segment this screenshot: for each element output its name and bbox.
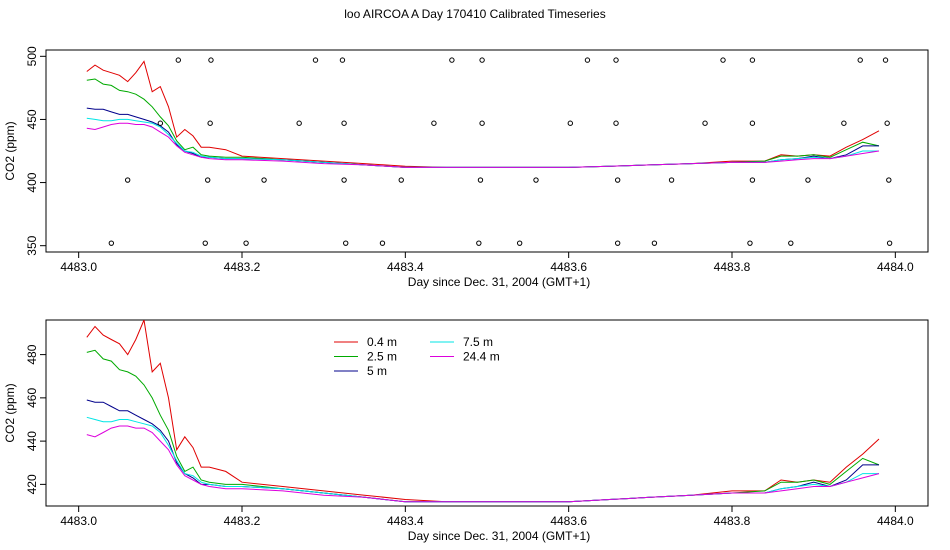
x-tick-label: 4483.0 bbox=[60, 514, 97, 528]
data-point bbox=[312, 57, 319, 63]
x-tick-label: 4483.6 bbox=[550, 514, 587, 528]
data-point bbox=[341, 177, 347, 183]
data-point bbox=[651, 240, 658, 246]
data-point bbox=[747, 240, 753, 246]
y-tick-label: 450 bbox=[25, 109, 39, 129]
data-point bbox=[398, 177, 404, 183]
data-point bbox=[343, 240, 349, 246]
series-line-24-4-m bbox=[86, 425, 880, 503]
series-line-0-4-m bbox=[86, 60, 880, 168]
data-point bbox=[884, 120, 890, 126]
data-point bbox=[882, 57, 889, 63]
series-line-2-5-m bbox=[86, 349, 880, 503]
data-point bbox=[205, 177, 211, 183]
x-tick-label: 4483.6 bbox=[550, 260, 587, 274]
series-line-7-5-m bbox=[86, 117, 879, 168]
bottom-panel: 4483.0 4483.2 4483.4 4483.6 4483.8 4484.0 420 4… bbox=[3, 319, 929, 543]
data-point bbox=[208, 57, 214, 63]
y-tick-label: 440 bbox=[25, 431, 39, 451]
data-point bbox=[243, 240, 249, 246]
data-point bbox=[720, 57, 726, 63]
data-point bbox=[261, 177, 267, 183]
legend-label: 0.4 m bbox=[367, 335, 397, 349]
data-point bbox=[805, 177, 811, 183]
data-point bbox=[341, 120, 347, 126]
data-point bbox=[296, 120, 302, 126]
data-point bbox=[886, 177, 892, 183]
plot-area bbox=[86, 320, 880, 503]
x-tick-label: 4484.0 bbox=[877, 514, 914, 528]
series-line-5-m bbox=[86, 399, 879, 503]
plot-frame bbox=[45, 49, 929, 253]
data-point bbox=[533, 177, 539, 183]
y-axis-label: CO2 (ppm) bbox=[3, 121, 17, 180]
data-point bbox=[339, 57, 346, 63]
x-axis-label: Day since Dec. 31, 2004 (GMT+1) bbox=[408, 529, 590, 543]
y-tick-label: 500 bbox=[25, 46, 39, 66]
data-point bbox=[614, 177, 621, 183]
x-axis-label: Day since Dec. 31, 2004 (GMT+1) bbox=[408, 275, 590, 289]
data-point bbox=[108, 240, 115, 246]
series-line-7-5-m bbox=[86, 416, 879, 503]
data-point bbox=[749, 177, 756, 183]
data-point bbox=[857, 57, 863, 63]
data-point bbox=[124, 177, 131, 183]
data-point bbox=[476, 240, 482, 246]
data-point bbox=[477, 177, 484, 183]
data-point bbox=[449, 57, 455, 63]
data-point bbox=[207, 120, 213, 126]
x-tick-label: 4484.0 bbox=[877, 260, 914, 274]
data-point bbox=[788, 240, 794, 246]
data-point bbox=[668, 177, 675, 183]
top-panel: 4483.0 4483.2 4483.4 4483.6 4483.8 4484.0 350 4… bbox=[3, 46, 929, 289]
y-tick-label: 420 bbox=[25, 474, 39, 494]
y-tick-label: 480 bbox=[25, 344, 39, 364]
y-tick-label: 400 bbox=[25, 172, 39, 192]
x-tick-label: 4483.8 bbox=[714, 514, 751, 528]
x-tick-label: 4483.4 bbox=[387, 260, 424, 274]
data-point bbox=[613, 57, 619, 63]
data-point bbox=[614, 240, 621, 246]
data-point bbox=[516, 240, 523, 246]
page-title: loo AIRCOA A Day 170410 Calibrated Times… bbox=[344, 7, 606, 21]
data-point bbox=[157, 120, 164, 126]
x-tick-label: 4483.8 bbox=[714, 260, 751, 274]
data-point bbox=[613, 120, 619, 126]
series-line-24-4-m bbox=[86, 122, 880, 168]
y-tick-label: 460 bbox=[25, 388, 39, 408]
data-point bbox=[479, 120, 485, 126]
y-tick-label: 350 bbox=[25, 235, 39, 255]
series-line-0-4-m bbox=[86, 320, 880, 503]
series-line-2-5-m bbox=[86, 78, 880, 168]
data-point bbox=[749, 120, 756, 126]
data-point bbox=[749, 57, 756, 63]
plot-frame bbox=[45, 319, 929, 507]
plot-area bbox=[86, 57, 893, 246]
data-point bbox=[886, 240, 893, 246]
data-point bbox=[841, 120, 847, 126]
data-point bbox=[479, 57, 485, 63]
data-point bbox=[202, 240, 208, 246]
data-point bbox=[702, 120, 708, 126]
legend-label: 2.5 m bbox=[367, 350, 397, 364]
y-axis-label: CO2 (ppm) bbox=[3, 383, 17, 442]
legend-label: 24.4 m bbox=[463, 350, 500, 364]
data-point bbox=[567, 120, 573, 126]
data-point bbox=[175, 57, 182, 63]
data-point bbox=[431, 120, 437, 126]
legend-label: 5 m bbox=[367, 364, 387, 378]
data-point bbox=[584, 57, 591, 63]
data-point bbox=[379, 240, 386, 246]
x-tick-label: 4483.2 bbox=[224, 260, 261, 274]
legend-label: 7.5 m bbox=[463, 335, 493, 349]
x-tick-label: 4483.2 bbox=[224, 514, 261, 528]
x-tick-label: 4483.4 bbox=[387, 514, 424, 528]
x-tick-label: 4483.0 bbox=[60, 260, 97, 274]
